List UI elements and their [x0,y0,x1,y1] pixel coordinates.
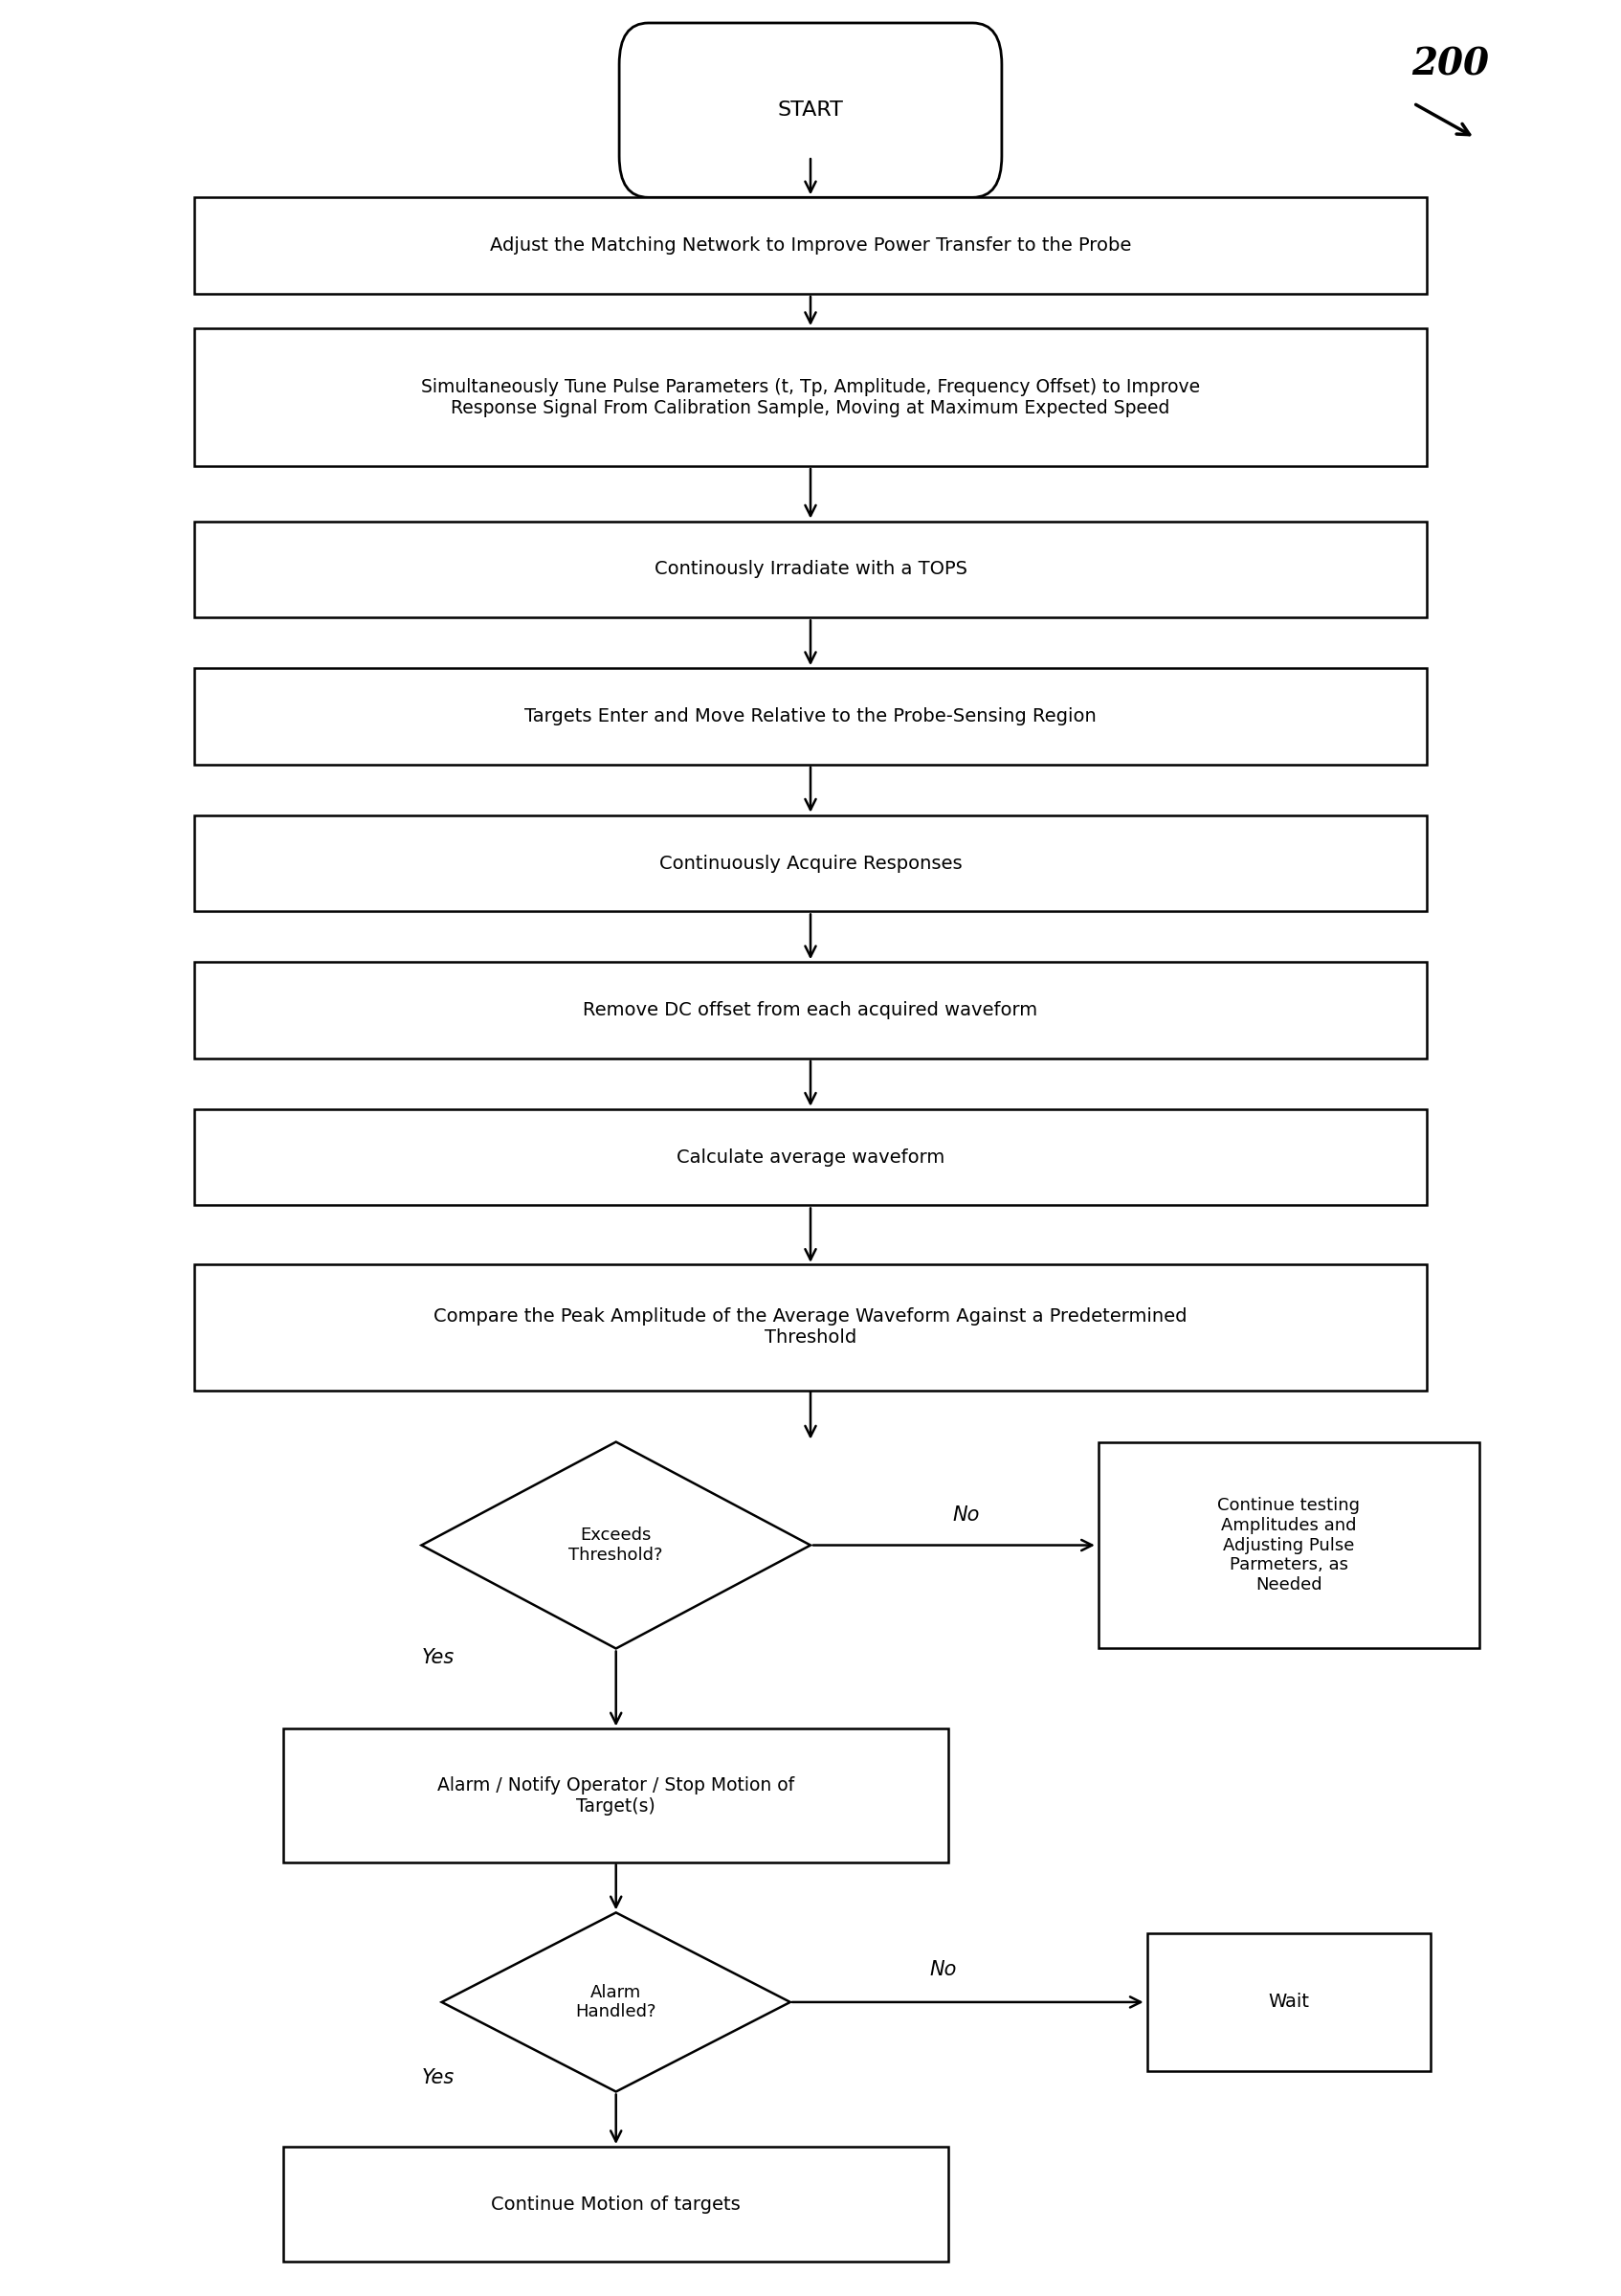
Bar [1099,1442,1478,1649]
Bar [195,1263,1426,1389]
Text: Continuously Acquire Responses: Continuously Acquire Responses [660,854,961,872]
Text: 200: 200 [1412,46,1490,83]
Bar [195,1109,1426,1205]
Text: Continue testing
Amplitudes and
Adjusting Pulse
Parmeters, as
Needed: Continue testing Amplitudes and Adjustin… [1217,1497,1360,1593]
Text: Calculate average waveform: Calculate average waveform [676,1148,945,1166]
Text: Continue Motion of targets: Continue Motion of targets [491,2195,741,2213]
Bar [195,521,1426,618]
Bar [195,668,1426,765]
Text: Yes: Yes [421,1649,454,1667]
Text: Yes: Yes [421,2069,454,2087]
Text: START: START [778,101,843,119]
Text: Continously Irradiate with a TOPS: Continously Irradiate with a TOPS [653,560,968,579]
Bar [1148,1933,1431,2071]
Text: Compare the Peak Amplitude of the Average Waveform Against a Predetermined
Thres: Compare the Peak Amplitude of the Averag… [434,1306,1187,1348]
Text: Wait: Wait [1268,1993,1310,2011]
Text: Remove DC offset from each acquired waveform: Remove DC offset from each acquired wave… [584,1001,1037,1019]
Bar [284,2147,948,2262]
Text: No: No [953,1506,979,1525]
Text: Simultaneously Tune Pulse Parameters (t, Tp, Amplitude, Frequency Offset) to Imp: Simultaneously Tune Pulse Parameters (t,… [421,377,1200,418]
Text: Alarm / Notify Operator / Stop Motion of
Target(s): Alarm / Notify Operator / Stop Motion of… [438,1775,794,1816]
Bar [195,328,1426,466]
FancyBboxPatch shape [619,23,1002,197]
Text: Exceeds
Threshold?: Exceeds Threshold? [569,1527,663,1564]
Bar [284,1729,948,1862]
Text: Targets Enter and Move Relative to the Probe-Sensing Region: Targets Enter and Move Relative to the P… [525,707,1096,726]
Bar [195,815,1426,912]
Text: Alarm
Handled?: Alarm Handled? [575,1984,657,2020]
Text: Adjust the Matching Network to Improve Power Transfer to the Probe: Adjust the Matching Network to Improve P… [490,236,1131,255]
Bar [195,197,1426,294]
Polygon shape [421,1442,810,1649]
Text: No: No [930,1961,956,1979]
Bar [195,962,1426,1058]
Polygon shape [443,1913,791,2092]
